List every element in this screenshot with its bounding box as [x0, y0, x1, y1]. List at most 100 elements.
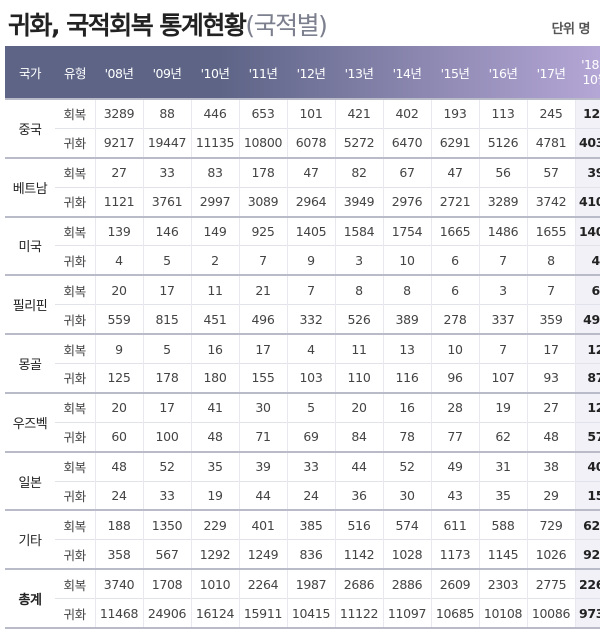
value-cell: 3949 — [334, 186, 383, 217]
country-cell: 몽골 — [5, 333, 55, 394]
value-cell: 451 — [190, 304, 239, 335]
value-cell: 11 — [334, 333, 383, 364]
value-cell: 77 — [430, 421, 479, 452]
table-row: 귀화60100487169847877624857 — [5, 421, 600, 452]
value-cell: 567 — [142, 539, 191, 570]
value-cell: 101 — [286, 97, 335, 129]
table-row: 귀화2433194424363043352915 — [5, 480, 600, 511]
value-cell: 925 — [238, 215, 287, 246]
value-cell: 48 — [190, 421, 239, 452]
value-cell: 6 — [430, 245, 479, 276]
value-cell: 385 — [286, 509, 335, 540]
table-row: 몽골회복951617411131071712 — [5, 333, 600, 394]
value-cell: 57 — [526, 156, 575, 188]
value-cell: 52 — [382, 450, 431, 482]
value-cell: 421 — [334, 97, 383, 129]
value-cell: 245 — [526, 97, 575, 129]
country-cell: 일본 — [5, 450, 55, 512]
value-cell: 19 — [190, 480, 239, 511]
value-cell: 33 — [142, 156, 191, 188]
value-cell: 526 — [334, 304, 383, 335]
value-cell: 8 — [526, 245, 575, 276]
value-cell: 2964 — [286, 186, 335, 217]
value-cell: 1145 — [478, 539, 527, 570]
table-header-row: 국가 유형 '08년 '09년 '10년 '11년 '12년 '13년 '14년 '15년 '16년… — [5, 46, 600, 99]
value-cell: 10 — [430, 333, 479, 364]
value-cell: 9 — [94, 333, 143, 364]
value-cell: 11135 — [190, 127, 239, 158]
value-cell: 1142 — [334, 539, 383, 570]
value-cell: 1987 — [286, 568, 335, 599]
type-cell: 귀화 — [55, 245, 95, 276]
value-cell: 33 — [286, 450, 335, 482]
value-cell: 3089 — [238, 186, 287, 217]
value-cell: 10415 — [286, 598, 335, 629]
type-cell: 회복 — [55, 391, 95, 423]
type-cell: 귀화 — [55, 127, 95, 158]
value-cell: 88 — [142, 97, 191, 129]
value-cell-latest: 628 — [574, 509, 600, 540]
value-cell: 11468 — [94, 598, 143, 629]
value-cell: 36 — [334, 480, 383, 511]
value-cell: 3742 — [526, 186, 575, 217]
value-cell: 574 — [382, 509, 431, 540]
value-cell: 96 — [430, 363, 479, 393]
country-cell: 필리핀 — [5, 274, 55, 336]
table-row: 귀화125178180155103110116961079387 — [5, 363, 600, 393]
page-title: 귀화, 국적회복 통계현황(국적별) — [8, 6, 328, 42]
value-cell: 3 — [478, 274, 527, 305]
value-cell: 446 — [190, 97, 239, 129]
table-row: 귀화 9217 19447 11135 10800 6078 5272 6470 6291 512… — [5, 127, 600, 158]
value-cell-latest: 498 — [574, 304, 600, 335]
value-cell: 2303 — [478, 568, 527, 599]
value-cell: 103 — [286, 363, 335, 393]
table-body: 중국회복328988446653101421402193113245121귀화9… — [5, 97, 600, 629]
table-row: 중국회복328988446653101421402193113245121 — [5, 97, 600, 159]
type-cell: 귀화 — [55, 304, 95, 335]
value-cell: 6470 — [382, 127, 431, 158]
value-cell: 229 — [190, 509, 239, 540]
value-cell-latest: 4 — [574, 245, 600, 276]
header-year: '16년 — [488, 65, 518, 81]
value-cell: 5 — [142, 245, 191, 276]
value-cell: 2886 — [382, 568, 431, 599]
table-row: 우즈벡회복201741305201628192712 — [5, 391, 600, 453]
value-cell: 116 — [382, 363, 431, 393]
value-cell: 337 — [478, 304, 527, 335]
value-cell: 43 — [430, 480, 479, 511]
header-year: '10년 — [200, 65, 230, 81]
value-cell: 3761 — [142, 186, 191, 217]
type-cell: 귀화 — [55, 598, 95, 629]
header-year: '11년 — [248, 65, 278, 81]
value-cell: 149 — [190, 215, 239, 246]
table-row: 귀화 1121 3761 2997 3089 2964 3949 2976 2721 3289 37… — [5, 186, 600, 217]
value-cell: 110 — [334, 363, 383, 393]
type-cell: 회복 — [55, 509, 95, 540]
value-cell: 48 — [526, 421, 575, 452]
value-cell: 10685 — [430, 598, 479, 629]
value-cell: 107 — [478, 363, 527, 393]
value-cell-latest: 87 — [574, 363, 600, 393]
value-cell: 4 — [286, 333, 335, 364]
table-row: 미국 회복 139 146 149 925 1405 1584 1754 1665 1486 1655… — [5, 215, 600, 277]
value-cell: 35 — [478, 480, 527, 511]
unit-label: 단위 명 — [551, 22, 591, 37]
table-row: 필리핀 회복 20 17 11 21 7 8 8 6 3 7 6 — [5, 274, 600, 336]
value-cell: 1655 — [526, 215, 575, 246]
value-cell: 35 — [190, 450, 239, 482]
value-cell: 3289 — [94, 97, 143, 129]
value-cell: 389 — [382, 304, 431, 335]
value-cell: 5272 — [334, 127, 383, 158]
type-cell: 귀화 — [55, 363, 95, 393]
value-cell: 155 — [238, 363, 287, 393]
value-cell: 19447 — [142, 127, 191, 158]
type-cell: 회복 — [55, 97, 95, 129]
value-cell: 10086 — [526, 598, 575, 629]
value-cell: 1292 — [190, 539, 239, 570]
value-cell: 6 — [430, 274, 479, 305]
value-cell-latest: 929 — [574, 539, 600, 570]
value-cell: 47 — [430, 156, 479, 188]
value-cell: 27 — [94, 156, 143, 188]
country-cell: 중국 — [5, 98, 55, 159]
country-cell: 베트남 — [5, 156, 55, 218]
